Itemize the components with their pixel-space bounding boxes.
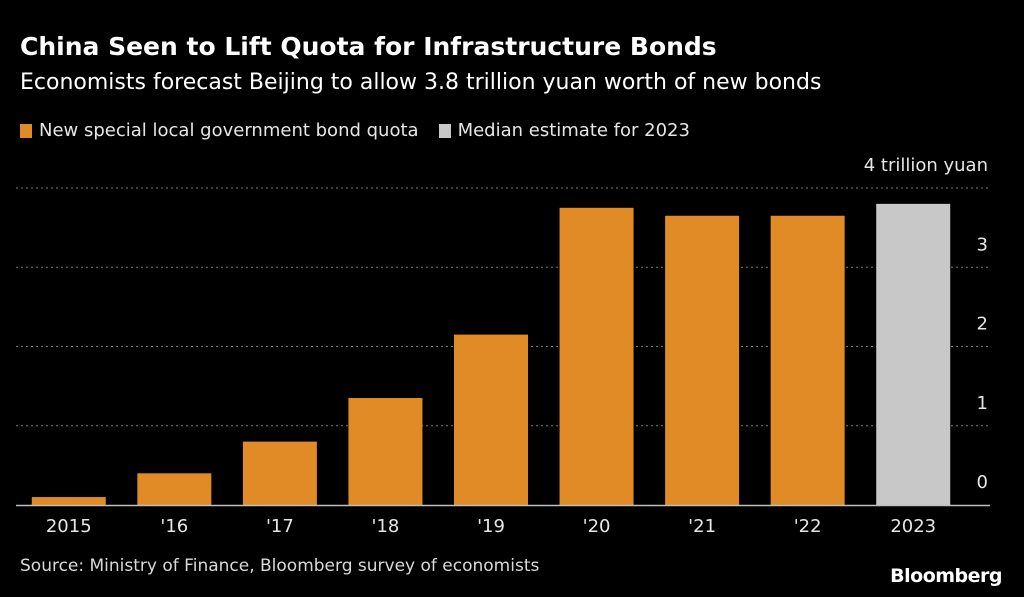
chart-subtitle: Economists forecast Beijing to allow 3.8… [20,70,822,95]
bar-7 [770,215,845,506]
x-tick-label: '20 [583,516,611,537]
legend-label-estimate: Median estimate for 2023 [457,120,690,141]
legend-item-quota: New special local government bond quota [20,120,419,141]
chart-title: China Seen to Lift Quota for Infrastruct… [20,32,717,61]
source-note: Source: Ministry of Finance, Bloomberg s… [20,556,540,576]
bar-8 [876,203,951,505]
y-tick-label: 0 [977,472,988,493]
x-tick-label: '17 [266,516,294,537]
bar-6 [665,215,740,506]
bar-3 [348,398,423,505]
y-tick-label: 1 [977,393,988,414]
bar-2 [242,441,317,505]
bar-0 [31,497,106,505]
bar-5 [559,207,634,505]
legend-item-estimate: Median estimate for 2023 [438,120,690,141]
legend: New special local government bond quota … [20,120,710,141]
x-tick-label: '21 [688,516,716,537]
x-tick-label: '22 [794,516,822,537]
x-tick-label: '18 [372,516,400,537]
y-tick-label: 3 [977,234,988,255]
y-tick-label: 2 [977,314,988,335]
legend-swatch-quota [20,123,32,138]
bloomberg-logo: Bloomberg [890,565,1002,587]
legend-swatch-estimate [438,123,451,138]
x-tick-label: 2015 [46,516,92,537]
x-tick-label: '16 [160,516,188,537]
bar-4 [454,334,528,505]
x-tick-label: '19 [477,516,505,537]
legend-label-quota: New special local government bond quota [39,120,419,141]
y-tick-label: 4 trillion yuan [864,155,988,176]
x-tick-label: 2023 [890,516,936,537]
bar-1 [137,473,212,505]
